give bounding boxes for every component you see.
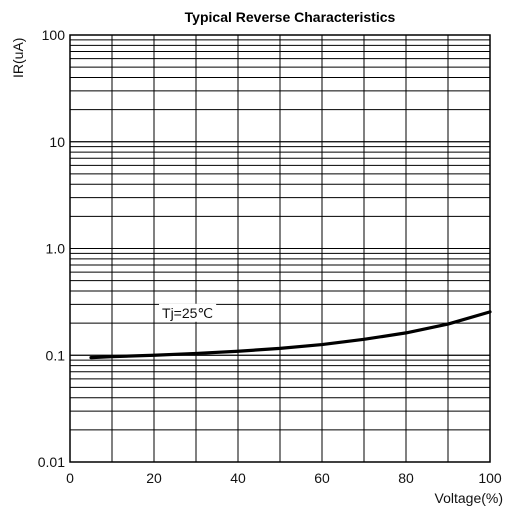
- x-tick-label: 60: [314, 470, 330, 486]
- x-axis-label: Voltage(%): [435, 490, 503, 506]
- annotation-background: [159, 303, 217, 322]
- tick-labels: 0 20 40 60 80 100 0.01 0.1 1.0 10 100: [38, 27, 502, 486]
- x-tick-label: 20: [146, 470, 162, 486]
- y-tick-label: 100: [42, 27, 66, 43]
- grid: [70, 35, 490, 462]
- y-tick-label: 0.1: [46, 347, 66, 363]
- data-marks: Tj=25℃: [89, 303, 492, 360]
- plot-frame: [69, 34, 491, 463]
- y-axis-label: IR(uA): [10, 38, 26, 78]
- annotation: Tj=25℃: [159, 303, 217, 322]
- annotation-label: Tj=25℃: [162, 305, 213, 321]
- y-tick-label: 10: [49, 134, 65, 150]
- series-line: [89, 310, 492, 360]
- x-tick-label: 0: [66, 470, 74, 486]
- x-tick-label: 100: [478, 470, 502, 486]
- y-tick-label: 0.01: [38, 454, 65, 470]
- x-tick-label: 40: [230, 470, 246, 486]
- y-tick-label: 1.0: [46, 241, 66, 257]
- x-tick-label: 80: [398, 470, 414, 486]
- chart-title: Typical Reverse Characteristics: [185, 9, 396, 25]
